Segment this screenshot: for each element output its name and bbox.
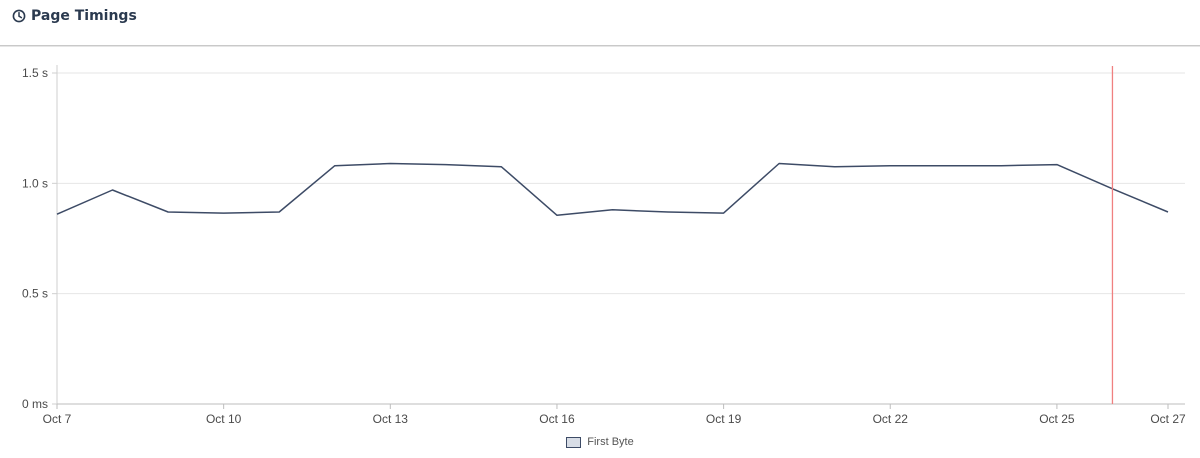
- x-tick-label: Oct 19: [706, 412, 742, 426]
- y-tick-label: 1.5 s: [22, 66, 48, 80]
- data-point[interactable]: [719, 208, 729, 218]
- data-point[interactable]: [608, 205, 618, 215]
- series-line-first-byte[interactable]: [56, 162, 1169, 217]
- y-tick-label: 0 ms: [22, 397, 48, 411]
- data-point[interactable]: [830, 162, 840, 172]
- data-point[interactable]: [1052, 160, 1062, 170]
- data-point[interactable]: [1163, 207, 1173, 217]
- panel-title: Page Timings: [12, 8, 137, 24]
- data-point[interactable]: [52, 209, 62, 219]
- x-tick-label: Oct 16: [539, 412, 575, 426]
- data-point[interactable]: [774, 159, 784, 169]
- data-point[interactable]: [552, 210, 562, 220]
- legend-swatch-first-byte[interactable]: [566, 436, 582, 448]
- data-point[interactable]: [496, 162, 506, 172]
- data-point[interactable]: [441, 160, 451, 170]
- series-layer: [52, 159, 1173, 220]
- data-point[interactable]: [996, 161, 1006, 171]
- y-tick-label: 0.5 s: [22, 287, 48, 301]
- clock-icon: [12, 9, 26, 23]
- panel-title-text: Page Timings: [31, 8, 137, 24]
- data-point[interactable]: [885, 161, 895, 171]
- data-point[interactable]: [330, 161, 340, 171]
- x-tick-label: Oct 13: [373, 412, 409, 426]
- data-point[interactable]: [385, 159, 395, 169]
- x-tick-label: Oct 27: [1150, 412, 1186, 426]
- data-point[interactable]: [163, 207, 173, 217]
- axes: [56, 65, 1185, 405]
- data-point[interactable]: [941, 161, 951, 171]
- x-tick-label: Oct 7: [43, 412, 72, 426]
- y-axis-ticks: 0 ms 0.5 s 1.0 s 1.5 s: [22, 66, 57, 411]
- panel-header: Page Timings: [0, 0, 1200, 46]
- grid-lines: [57, 72, 1185, 295]
- x-tick-label: Oct 22: [873, 412, 909, 426]
- y-tick-label: 1.0 s: [22, 176, 48, 190]
- x-axis-ticks: Oct 7 Oct 10 Oct 13 Oct 16 Oct 19 Oct 22 Oct 2…: [43, 404, 1186, 426]
- line-chart: 0 ms0.5 s1.0 s1.5 s Oct 7 Oct 10 Oct 13 Oct…: [22, 65, 1186, 426]
- x-tick-label: Oct 10: [206, 412, 242, 426]
- data-point[interactable]: [108, 185, 118, 195]
- legend-label-first-byte[interactable]: First Byte: [587, 436, 634, 448]
- chart-area: 0 ms 0.5 s 1.0 s 1.5 s Oct 7 Oct 10 Oct 13 Oct…: [0, 46, 1200, 458]
- data-point[interactable]: [663, 207, 673, 217]
- x-tick-label: Oct 25: [1039, 412, 1075, 426]
- legend[interactable]: First Byte: [0, 436, 1200, 448]
- data-point[interactable]: [219, 208, 229, 218]
- data-point[interactable]: [274, 207, 284, 217]
